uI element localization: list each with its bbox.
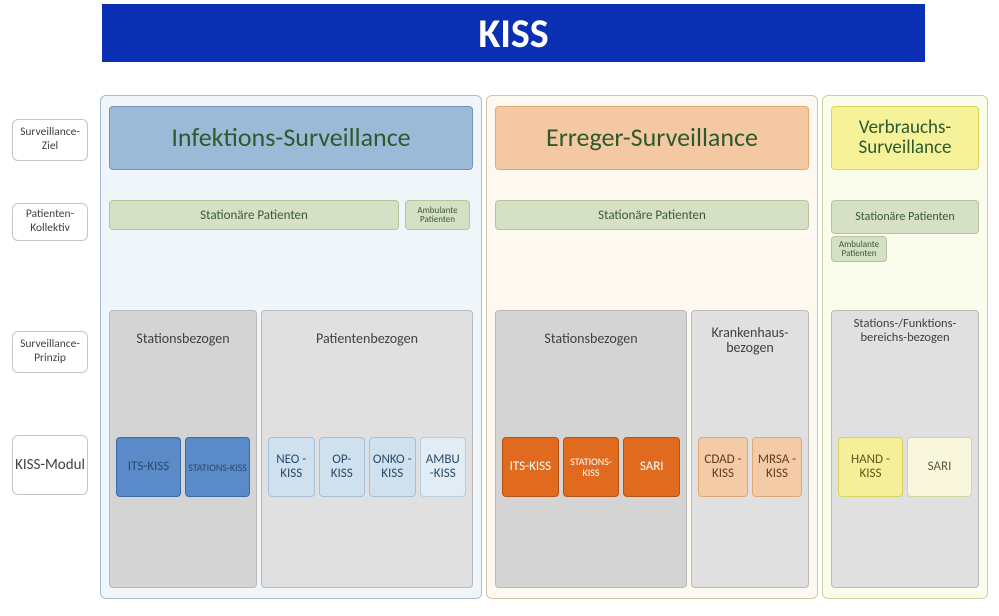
principle-label: Krankenhaus-bezogen xyxy=(698,325,802,356)
col3-patients-ambulatory: Ambulante Patienten xyxy=(831,236,887,262)
col3-title: Verbrauchs-Surveillance xyxy=(831,106,979,170)
row-label-prinzip: Surveillance-Prinzip xyxy=(12,331,88,373)
principle-label: Stations-/Funktions-bereichs-bezogen xyxy=(838,317,972,345)
column-infektion: Infektions-Surveillance Stationäre Patie… xyxy=(100,95,482,599)
col1-patients-stationary: Stationäre Patienten xyxy=(109,200,399,230)
kiss-module: STATIONS-KISS xyxy=(563,437,620,497)
kiss-module: SARI xyxy=(623,437,680,497)
col2-principle-krankenhausbezogen: Krankenhaus-bezogen CDAD -KISSMRSA -KISS xyxy=(691,310,809,588)
module-row: HAND -KISSSARI xyxy=(838,437,972,497)
col3-patients-stationary: Stationäre Patienten xyxy=(831,200,979,234)
kiss-module: STATIONS-KISS xyxy=(185,437,250,497)
kiss-module: NEO -KISS xyxy=(268,437,315,497)
column-erreger: Erreger-Surveillance Stationäre Patiente… xyxy=(486,95,818,599)
col1-principle-patientenbezogen: Patientenbezogen NEO -KISSOP-KISSONKO -K… xyxy=(261,310,473,588)
col1-principle-stationsbezogen: Stationsbezogen ITS-KISSSTATIONS-KISS xyxy=(109,310,257,588)
col1-patients-ambulatory: Ambulante Patienten xyxy=(405,200,470,230)
col2-title: Erreger-Surveillance xyxy=(495,106,809,170)
row-label-modul: KISS-Modul xyxy=(12,435,88,495)
kiss-module: ITS-KISS xyxy=(502,437,559,497)
kiss-module: AMBU -KISS xyxy=(420,437,467,497)
column-verbrauch: Verbrauchs-Surveillance Stationäre Patie… xyxy=(822,95,988,599)
col1-title: Infektions-Surveillance xyxy=(109,106,473,170)
kiss-module: ITS-KISS xyxy=(116,437,181,497)
kiss-module: OP-KISS xyxy=(319,437,366,497)
kiss-module: MRSA -KISS xyxy=(752,437,802,497)
principle-label: Stationsbezogen xyxy=(116,331,250,346)
principle-label: Patientenbezogen xyxy=(268,331,466,346)
row-label-kollektiv: Patienten-Kollektiv xyxy=(12,203,88,241)
kiss-module: HAND -KISS xyxy=(838,437,903,497)
module-row: NEO -KISSOP-KISSONKO -KISSAMBU -KISS xyxy=(268,437,466,497)
principle-label: Stationsbezogen xyxy=(502,331,680,346)
kiss-header: KISS xyxy=(102,4,925,62)
module-row: CDAD -KISSMRSA -KISS xyxy=(698,437,802,497)
module-row: ITS-KISSSTATIONS-KISSSARI xyxy=(502,437,680,497)
col2-principle-stationsbezogen: Stationsbezogen ITS-KISSSTATIONS-KISSSAR… xyxy=(495,310,687,588)
col3-principle-stations-funktions: Stations-/Funktions-bereichs-bezogen HAN… xyxy=(831,310,979,588)
kiss-module: CDAD -KISS xyxy=(698,437,748,497)
kiss-module: ONKO -KISS xyxy=(369,437,416,497)
row-label-ziel: Surveillance-Ziel xyxy=(12,119,88,161)
module-row: ITS-KISSSTATIONS-KISS xyxy=(116,437,250,497)
kiss-module: SARI xyxy=(907,437,972,497)
col2-patients-stationary: Stationäre Patienten xyxy=(495,200,809,230)
